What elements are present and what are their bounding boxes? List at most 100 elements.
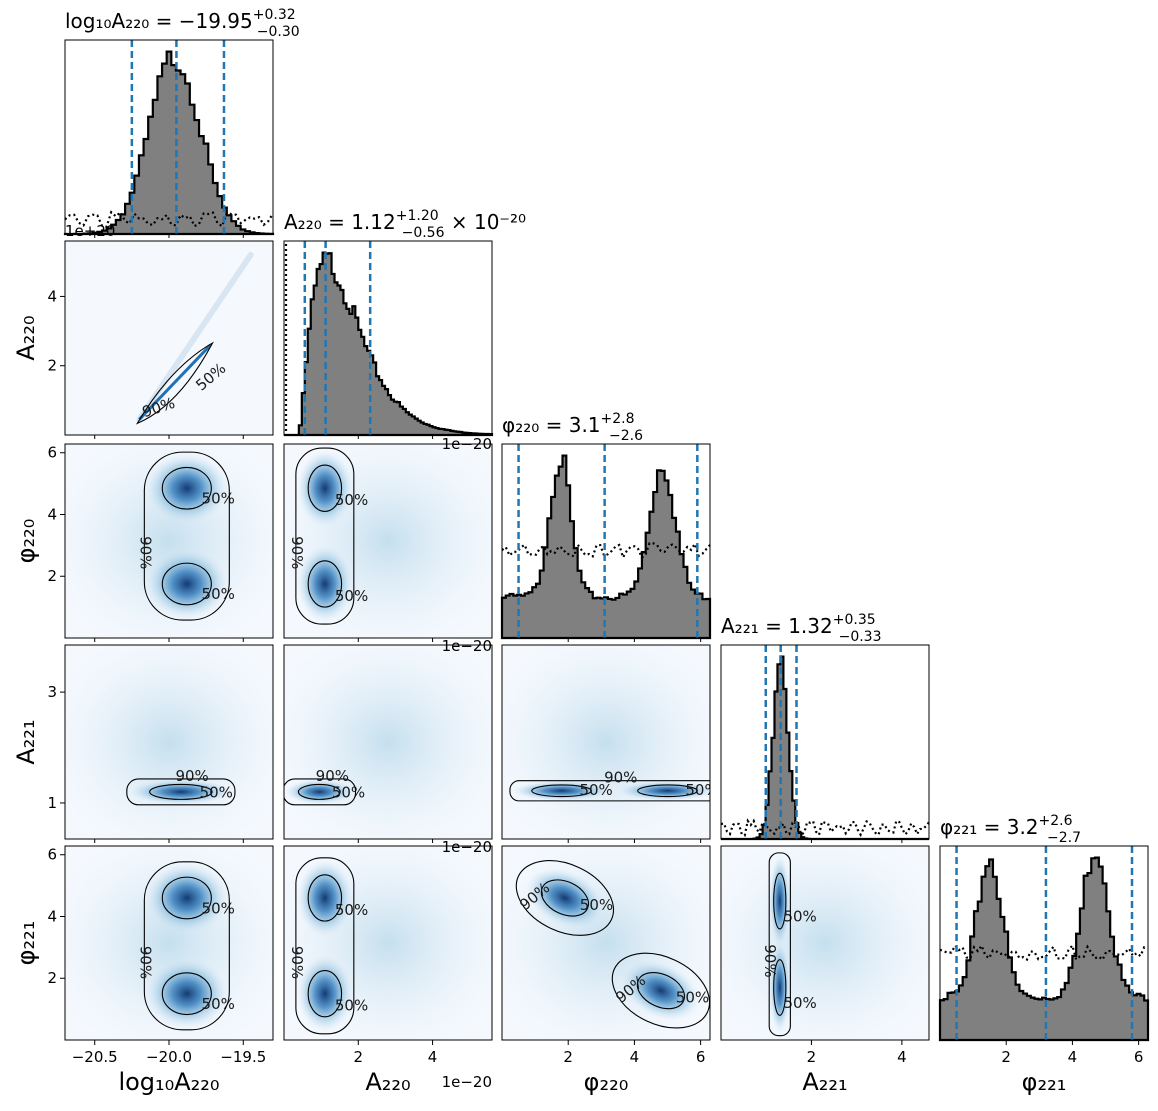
panel-frame [720, 644, 930, 840]
contour-50 [773, 872, 787, 930]
y-tick-label: 1 [47, 794, 57, 812]
contour-90 [515, 860, 615, 936]
density-blob [769, 854, 790, 948]
density-layer: 50%50%90% [721, 846, 929, 1040]
density-panel-logA220-A220: 90%50% [64, 240, 274, 436]
contour-50 [161, 876, 212, 920]
contour-label-90: 90% [288, 536, 306, 569]
contour-50 [307, 969, 343, 1018]
density-blob [145, 453, 228, 523]
contour-50 [307, 464, 343, 512]
contour-label-90: 90% [175, 767, 208, 785]
density-panel-A220-phi220: 50% 50% 90% [283, 443, 493, 639]
diag-panel-logA220: log₁₀A₂₂₀ = −19.95+0.32 −0.30 [63, 7, 300, 236]
x-tick-label: 4 [428, 1048, 438, 1066]
density-layer: 90%50% [135, 251, 254, 425]
contour-label-50: 50% [332, 783, 365, 801]
contour-50 [161, 972, 212, 1016]
density-layer: 50%50%90% [65, 444, 273, 638]
density-panel-phi220-phi221: 50%50%90%90% [501, 845, 711, 1041]
density-panel-phi220-A221: 50% 50%90% [501, 644, 711, 840]
density-panel-logA220-phi221: 50% 50% 90% [64, 845, 274, 1041]
x-tick-label: 6 [696, 1048, 706, 1066]
panel-frame [283, 443, 493, 639]
contour-label-50: 50% [202, 995, 235, 1013]
panel-frame [283, 845, 493, 1041]
panel-frame [939, 845, 1149, 1041]
x-tick-label: 2 [563, 1048, 573, 1066]
y-axis-label: φ₂₂₁ [12, 921, 40, 966]
contour-90 [143, 861, 230, 1031]
panel-frame [283, 644, 493, 840]
y-axis-label: A₂₂₁ [12, 719, 40, 764]
contour-label-50: 50% [335, 997, 368, 1015]
density-blob [145, 549, 228, 619]
contour-50 [531, 784, 592, 798]
contour-label-90: 90% [316, 767, 349, 785]
contour-50 [773, 959, 787, 1016]
contour-label-50: 50% [202, 490, 235, 508]
y-axis-label: φ₂₂₀ [12, 519, 40, 564]
offset-text-top: 1e+20 [65, 222, 115, 240]
density-layer: 50%50%90% [65, 846, 273, 1040]
density-layer: 50%50%90%90% [502, 846, 710, 1040]
y-tick-label: 2 [47, 969, 57, 987]
contour-50 [161, 562, 212, 606]
panel-frame [501, 443, 711, 639]
panel-title: A₂₂₀ = 1.12+1.20 −0.56 × 10⁻²⁰ [284, 208, 526, 241]
panel-frame [720, 845, 930, 1041]
contour-50 [307, 560, 343, 608]
density-layer: 50%50%90% [502, 645, 710, 839]
density-ridge-core [138, 343, 212, 421]
density-blob [511, 781, 612, 801]
y-tick-label: 4 [47, 287, 57, 305]
contour-label-50: 50% [783, 907, 816, 925]
density-blob [297, 859, 353, 937]
prior-histogram [501, 541, 711, 561]
posterior-histogram [500, 454, 712, 640]
contour-label-50: 50% [202, 585, 235, 603]
contour-90 [768, 852, 791, 1037]
y-tick-label: 2 [47, 567, 57, 585]
contour-50 [307, 874, 343, 922]
contour-90 [295, 857, 355, 1035]
contour-label-50: 50% [335, 587, 368, 605]
x-tick-label: 4 [630, 1048, 640, 1066]
contour-label-90: 90% [604, 769, 637, 787]
density-halo [502, 645, 710, 839]
contour-label-50: 50% [335, 491, 368, 509]
offset-a220-bottom: 1e−20 [442, 1073, 492, 1091]
contour-50 [636, 971, 685, 1010]
posterior-histogram [938, 856, 1150, 1042]
density-layer: 50% 50% 90% [284, 444, 492, 638]
prior-histogram [720, 818, 930, 838]
y-axis-label: A₂₂₀ [12, 315, 40, 360]
panel-frame [283, 240, 493, 436]
y-tick-label: 2 [47, 357, 57, 375]
contour-label-90: 90% [761, 944, 779, 977]
contour-90 [135, 341, 214, 425]
offset-a220-row3: 1e−20 [442, 637, 492, 655]
x-axis-label: log₁₀A₂₂₀ [118, 1068, 219, 1096]
panel-title: A₂₂₁ = 1.32+0.35 −0.33 [721, 612, 882, 645]
contour-label-50: 50% [783, 994, 816, 1012]
x-tick-label: 2 [1001, 1048, 1011, 1066]
contour-90 [126, 778, 236, 806]
density-blob [297, 449, 353, 527]
contour-label-50: 50% [580, 896, 613, 914]
density-panel-A220-phi221: 50% 50% 90% [283, 845, 493, 1041]
density-halo [284, 645, 492, 839]
prior-histogram [939, 943, 1149, 962]
density-halo [65, 645, 273, 839]
contour-50 [637, 784, 698, 798]
y-tick-label: 6 [47, 846, 57, 864]
density-blob [145, 958, 228, 1029]
contour-50 [149, 783, 213, 800]
density-blob [284, 779, 355, 805]
contour-90 [611, 952, 710, 1029]
contour-50 [161, 466, 212, 510]
x-axis-label: A₂₂₁ [802, 1068, 847, 1096]
x-axis-label: A₂₂₀ [365, 1068, 410, 1096]
contour-90 [509, 780, 710, 802]
y-tick-label: 6 [47, 444, 57, 462]
